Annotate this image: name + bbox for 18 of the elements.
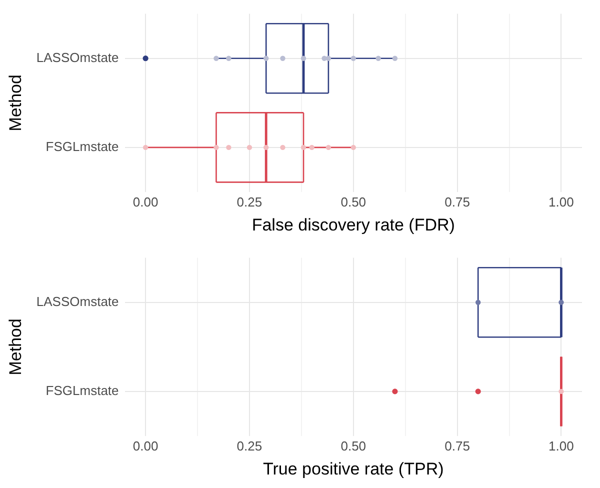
x-tick-label: 0.75: [444, 194, 470, 210]
y-axis-title: Method: [6, 318, 25, 376]
x-tick-label: 0.00: [132, 438, 158, 454]
x-tick-label: 1.00: [548, 194, 574, 210]
x-tick-label: 0.25: [236, 438, 262, 454]
x-tick-label: 1.00: [548, 438, 574, 454]
y-tick-label: LASSOmstate: [36, 294, 119, 309]
y-tick-label: FSGLmstate: [46, 383, 119, 398]
y-axis-title: Method: [6, 74, 25, 132]
x-axis-title: True positive rate (TPR): [263, 459, 444, 478]
x-tick-label: 0.75: [444, 438, 470, 454]
y-tick-label: LASSOmstate: [36, 50, 119, 65]
x-axis-title: False discovery rate (FDR): [252, 215, 455, 234]
x-tick-label: 0.00: [132, 194, 158, 210]
x-tick-label: 0.50: [340, 438, 366, 454]
y-tick-label: FSGLmstate: [46, 139, 119, 154]
x-tick-label: 0.25: [236, 194, 262, 210]
x-tick-label: 0.50: [340, 194, 366, 210]
